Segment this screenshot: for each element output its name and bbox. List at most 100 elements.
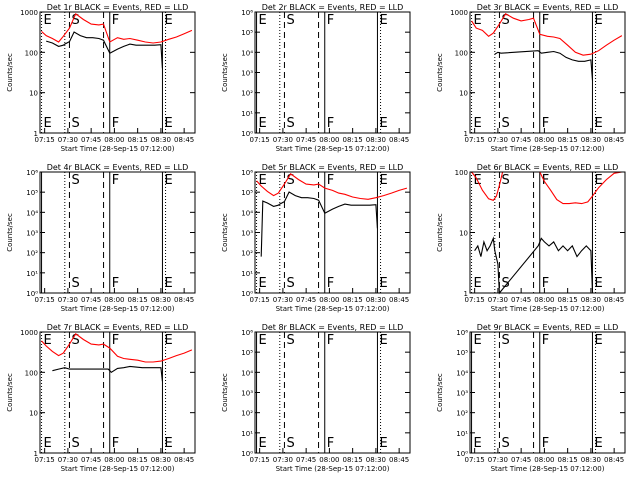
panel-5: Det 5r BLACK = Events, RED = LLDEESSFFEE…	[221, 163, 411, 313]
x-tick-label: 07:15	[465, 456, 485, 464]
panel-3: Det 3r BLACK = Events, RED = LLDEESSFFEE…	[436, 3, 626, 153]
marker-label-top: F	[542, 333, 549, 348]
marker-label-top: S	[286, 13, 294, 28]
lld-series-line	[41, 332, 193, 363]
marker-label: E	[594, 436, 602, 451]
x-tick-label: 07:15	[465, 136, 485, 144]
panel-title: Det 3r BLACK = Events, RED = LLD	[477, 3, 619, 12]
x-tick-label: 07:30	[273, 296, 293, 304]
marker-label-top: E	[594, 13, 602, 28]
lld-series-line	[471, 171, 622, 205]
x-tick-label: 08:15	[128, 456, 148, 464]
y-tick-label: 10¹	[26, 270, 38, 278]
y-tick-label: 1	[34, 450, 38, 458]
x-tick-label: 07:15	[250, 136, 270, 144]
x-tick-label: 08:45	[174, 136, 194, 144]
y-tick-label: 10⁴	[456, 369, 468, 377]
y-tick-label: 100	[455, 49, 468, 57]
plot-frame	[469, 11, 626, 134]
y-tick-label: 10⁰	[241, 130, 253, 138]
x-tick-label: 07:45	[511, 296, 531, 304]
y-tick-label: 10¹	[241, 110, 253, 118]
marker-label: F	[327, 276, 334, 291]
marker-label: S	[501, 116, 509, 131]
y-tick-label: 10	[459, 90, 468, 98]
x-tick-label: 07:30	[488, 456, 508, 464]
x-tick-label: 08:30	[366, 456, 386, 464]
y-axis-label: Counts/sec	[436, 53, 444, 92]
x-tick-label: 07:45	[296, 456, 316, 464]
marker-label: S	[501, 436, 509, 451]
x-axis-label: Start Time (28-Sep-15 07:12:00)	[276, 145, 390, 153]
y-axis-label: Counts/sec	[6, 213, 14, 252]
x-axis-label: Start Time (28-Sep-15 07:12:00)	[61, 145, 175, 153]
marker-label-top: E	[594, 173, 602, 188]
panel-title: Det 2r BLACK = Events, RED = LLD	[262, 3, 404, 12]
y-tick-label: 10⁴	[241, 209, 253, 217]
y-tick-label: 10⁶	[456, 329, 468, 337]
x-tick-label: 08:00	[104, 296, 124, 304]
y-tick-label: 10⁵	[241, 189, 253, 197]
marker-label-top: F	[112, 333, 119, 348]
y-tick-label: 1	[464, 290, 468, 298]
marker-label-top: F	[327, 333, 334, 348]
marker-label-top: E	[379, 333, 387, 348]
y-tick-label: 10	[29, 410, 38, 418]
y-tick-label: 10	[29, 90, 38, 98]
x-tick-label: 08:00	[534, 136, 554, 144]
marker-label: F	[112, 116, 119, 131]
marker-label-top: S	[71, 173, 79, 188]
marker-label: F	[542, 436, 549, 451]
x-tick-label: 07:30	[273, 456, 293, 464]
x-axis-label: Start Time (28-Sep-15 07:12:00)	[276, 465, 390, 473]
marker-label-top: E	[164, 13, 172, 28]
x-tick-label: 08:30	[366, 136, 386, 144]
marker-label: E	[164, 276, 172, 291]
marker-label: E	[379, 436, 387, 451]
marker-label: S	[71, 276, 79, 291]
x-tick-label: 07:45	[511, 456, 531, 464]
panel-7: Det 7r BLACK = Events, RED = LLDEESSFFEE…	[6, 323, 196, 473]
y-tick-label: 10³	[26, 230, 38, 238]
panel-6: Det 6r BLACK = Events, RED = LLDEESSFFEE…	[436, 163, 626, 313]
x-tick-label: 08:15	[128, 296, 148, 304]
y-axis-label: Counts/sec	[221, 373, 229, 412]
events-series-line	[46, 31, 163, 69]
panel-title: Det 7r BLACK = Events, RED = LLD	[47, 323, 189, 332]
x-tick-label: 07:30	[273, 136, 293, 144]
x-tick-label: 07:30	[58, 136, 78, 144]
marker-label-top: S	[501, 13, 509, 28]
y-tick-label: 10³	[241, 390, 253, 398]
y-tick-label: 10²	[241, 90, 253, 98]
marker-label: F	[327, 116, 334, 131]
x-tick-label: 07:30	[488, 296, 508, 304]
panel-8: Det 8r BLACK = Events, RED = LLDEESSFFEE…	[221, 323, 411, 473]
marker-label-top: E	[379, 173, 387, 188]
marker-label: E	[164, 116, 172, 131]
y-tick-label: 10⁰	[456, 450, 468, 458]
events-series-line	[494, 50, 594, 81]
marker-label-top: E	[44, 13, 52, 28]
y-tick-label: 10⁶	[26, 169, 38, 177]
y-tick-label: 10⁴	[241, 49, 253, 57]
x-tick-label: 08:00	[319, 296, 339, 304]
panel-9: Det 9r BLACK = Events, RED = LLDEESSFFEE…	[436, 323, 626, 473]
marker-label-top: S	[71, 13, 79, 28]
y-tick-label: 1000	[20, 329, 38, 337]
marker-label: E	[474, 436, 482, 451]
x-tick-label: 08:30	[581, 296, 601, 304]
y-axis-label: Counts/sec	[436, 213, 444, 252]
panel-title: Det 5r BLACK = Events, RED = LLD	[262, 163, 404, 172]
x-tick-label: 08:15	[558, 456, 578, 464]
marker-label-top: E	[474, 333, 482, 348]
marker-label: F	[112, 276, 119, 291]
marker-label: E	[44, 436, 52, 451]
x-tick-label: 08:45	[389, 136, 409, 144]
marker-label: F	[327, 436, 334, 451]
x-tick-label: 08:30	[581, 136, 601, 144]
y-axis-label: Counts/sec	[436, 373, 444, 412]
lld-series-line	[471, 13, 623, 56]
marker-label: E	[44, 116, 52, 131]
y-tick-label: 10²	[241, 250, 253, 258]
